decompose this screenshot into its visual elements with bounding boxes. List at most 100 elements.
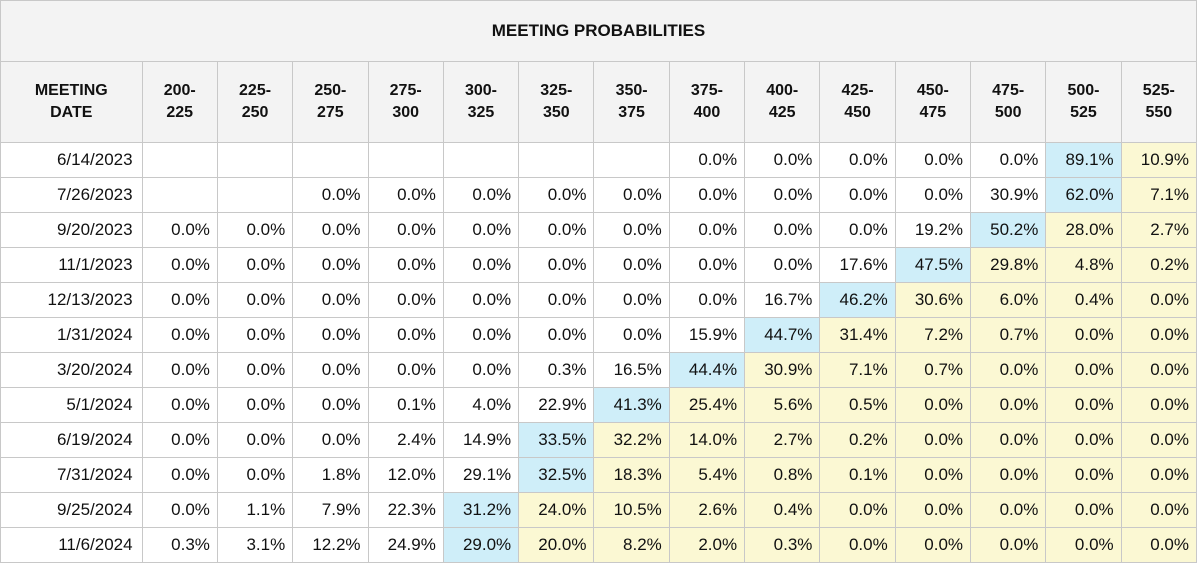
probability-cell: 0.0% — [442, 317, 520, 353]
table-row: 6/14/2023 0.0% 0.0% 0.0% 0.0% 0.0% 89.1% 10.9% — [0, 142, 1198, 178]
probability-cell: 0.0% — [668, 247, 746, 283]
probability-cell: 0.0% — [970, 142, 1047, 178]
probability-cell: 0.0% — [819, 142, 896, 178]
probability-cell: 17.6% — [819, 247, 896, 283]
meeting-date-header: MEETING DATE — [0, 61, 143, 143]
range-header-475-500: 475- 500 — [970, 61, 1047, 143]
probability-cell: 14.0% — [668, 422, 746, 458]
probability-cell: 24.9% — [367, 527, 444, 563]
probability-cell: 0.0% — [593, 317, 670, 353]
probability-cell: 0.0% — [292, 212, 369, 248]
range-header-375-400: 375- 400 — [668, 61, 746, 143]
probability-cell: 0.0% — [141, 387, 218, 423]
probability-cell: 0.0% — [593, 247, 670, 283]
probability-cell: 0.0% — [141, 457, 218, 493]
meeting-date-cell: 5/1/2024 — [0, 387, 143, 423]
table-row: 9/25/2024 0.0% 1.1% 7.9% 22.3% 31.2% 24.0% 10.5… — [0, 492, 1198, 528]
range-header-high: 500 — [994, 104, 1022, 121]
probability-cell: 0.0% — [442, 247, 520, 283]
table-row: 7/26/2023 0.0% 0.0% 0.0% 0.0% 0.0% 0.0% 0.0% 0.0… — [0, 177, 1198, 213]
probability-cell: 12.2% — [292, 527, 369, 563]
probability-cell: 44.4% — [668, 352, 746, 388]
probability-cell: 0.0% — [216, 282, 294, 318]
probability-cell: 0.0% — [894, 422, 972, 458]
range-header-350-375: 350- 375 — [593, 61, 670, 143]
range-header-high: 450 — [844, 104, 871, 121]
probability-cell: 0.0% — [442, 212, 520, 248]
probability-cell: 0.4% — [1045, 282, 1122, 318]
probability-cell: 0.0% — [518, 212, 595, 248]
probability-cell: 0.0% — [216, 247, 294, 283]
probability-cell: 0.0% — [442, 352, 520, 388]
probability-cell: 7.1% — [819, 352, 896, 388]
probability-cell: 0.0% — [518, 247, 595, 283]
probability-cell: 15.9% — [668, 317, 746, 353]
probability-cell — [367, 142, 444, 178]
meeting-date-cell: 11/1/2023 — [0, 247, 143, 283]
probability-cell — [518, 142, 595, 178]
probability-cell: 10.5% — [593, 492, 670, 528]
probability-cell: 0.3% — [141, 527, 218, 563]
probability-cell: 0.0% — [1120, 317, 1198, 353]
probability-cell: 47.5% — [894, 247, 972, 283]
range-header-low: 250- — [314, 82, 347, 99]
probability-cell: 50.2% — [970, 212, 1047, 248]
probability-cell: 0.1% — [819, 457, 896, 493]
probability-cell: 30.6% — [894, 282, 972, 318]
probability-cell: 0.0% — [894, 177, 972, 213]
probability-cell: 12.0% — [367, 457, 444, 493]
column-header-row: MEETING DATE 200- 225 225- 250 250- 275 275- 30… — [0, 61, 1198, 143]
probability-cell: 0.0% — [442, 177, 520, 213]
probability-cell: 0.0% — [819, 177, 896, 213]
probability-cell: 0.0% — [1120, 387, 1198, 423]
probability-cell: 29.8% — [970, 247, 1047, 283]
probability-cell: 25.4% — [668, 387, 746, 423]
probability-cell: 22.9% — [518, 387, 595, 423]
range-header-low: 425- — [841, 82, 874, 99]
probability-cell: 0.0% — [141, 282, 218, 318]
probability-cell: 0.0% — [1045, 492, 1122, 528]
probability-cell: 0.0% — [292, 317, 369, 353]
probability-cell: 0.0% — [141, 317, 218, 353]
range-header-low: 200- — [163, 82, 196, 99]
probability-cell: 46.2% — [819, 282, 896, 318]
range-header-low: 450- — [916, 82, 949, 99]
probability-cell — [141, 177, 218, 213]
probability-cell: 0.0% — [744, 247, 821, 283]
probability-cell: 0.0% — [1120, 422, 1198, 458]
probability-cell: 30.9% — [970, 177, 1047, 213]
range-header-high: 300 — [392, 104, 420, 121]
range-header-300-325: 300- 325 — [442, 61, 520, 143]
probability-cell: 0.0% — [1120, 492, 1198, 528]
probability-cell: 0.0% — [1045, 527, 1122, 563]
probability-cell: 3.1% — [216, 527, 294, 563]
probability-cell: 0.5% — [819, 387, 896, 423]
probability-cell: 0.0% — [744, 212, 821, 248]
probability-cell: 5.4% — [668, 457, 746, 493]
meeting-date-cell: 9/20/2023 — [0, 212, 143, 248]
probability-cell: 0.0% — [292, 282, 369, 318]
probability-cell: 0.0% — [216, 352, 294, 388]
meeting-date-cell: 6/19/2024 — [0, 422, 143, 458]
probability-cell: 0.0% — [970, 387, 1047, 423]
probability-cell: 0.2% — [1120, 247, 1198, 283]
meeting-date-header-line1: MEETING — [34, 82, 108, 99]
probability-cell: 24.0% — [518, 492, 595, 528]
probability-cell: 0.0% — [894, 457, 972, 493]
probability-cell: 0.0% — [141, 247, 218, 283]
probability-cell: 0.0% — [216, 317, 294, 353]
probability-cell: 1.1% — [216, 492, 294, 528]
probability-cell: 14.9% — [442, 422, 520, 458]
range-header-low: 350- — [615, 82, 648, 99]
probability-cell: 0.0% — [141, 422, 218, 458]
probability-cell: 30.9% — [744, 352, 821, 388]
range-header-high: 425 — [768, 104, 796, 121]
probability-cell: 0.0% — [668, 177, 746, 213]
probability-cell: 31.2% — [442, 492, 520, 528]
probability-cell — [141, 142, 218, 178]
probability-cell: 44.7% — [744, 317, 821, 353]
table-row: 11/6/2024 0.3% 3.1% 12.2% 24.9% 29.0% 20.0% 8.2… — [0, 527, 1198, 563]
meeting-date-cell: 7/26/2023 — [0, 177, 143, 213]
range-header-high: 475 — [919, 104, 947, 121]
probability-cell: 32.5% — [518, 457, 595, 493]
